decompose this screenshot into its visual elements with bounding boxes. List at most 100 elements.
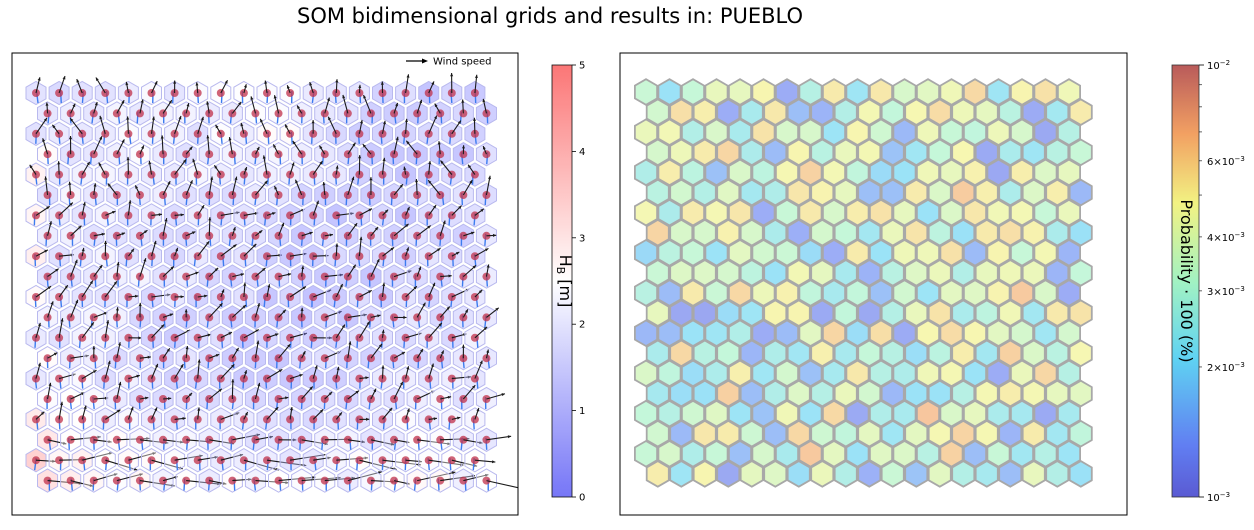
vector-arrow-head: [287, 273, 292, 276]
vector-arrow-head: [338, 311, 342, 314]
hex-cell: [763, 419, 788, 448]
vector-arrow-head: [377, 314, 381, 318]
vector-arrow-head: [89, 484, 94, 487]
vector-arrow-head: [383, 120, 386, 125]
hex-cell: [857, 259, 882, 287]
vector-arrow-head: [336, 366, 340, 371]
vector-arrow: [220, 211, 240, 216]
vector-arrow: [81, 280, 94, 298]
hex-cell: [739, 419, 764, 448]
vector-arrow: [186, 480, 221, 485]
hex-cell: [845, 118, 870, 147]
hex-cell: [974, 98, 999, 126]
hex-cell: [1021, 339, 1046, 368]
hex-cell: [939, 118, 964, 147]
hex-cell: [704, 118, 729, 147]
vector-arrow-head: [97, 435, 101, 439]
vector-arrow-head: [240, 273, 244, 277]
hex-cell: [669, 178, 694, 207]
vector-arrow-head: [81, 247, 85, 252]
vector-arrow-head: [215, 354, 220, 357]
vector-arrow-head: [368, 290, 372, 294]
vector-arrow-head: [153, 240, 157, 245]
vector-arrow-head: [431, 81, 435, 85]
vector-arrow-head: [488, 175, 491, 180]
vector-arrow-head: [390, 442, 395, 446]
hex-cell: [963, 279, 987, 307]
hex-cell: [963, 238, 987, 267]
hex-cell: [692, 218, 717, 247]
vector-arrow-head: [322, 182, 326, 186]
vector-arrow-head: [207, 333, 211, 337]
vector-arrow-head: [167, 181, 171, 185]
hex-cell: [892, 439, 917, 468]
hex-cell: [963, 359, 987, 388]
hex-cell: [892, 198, 917, 227]
hex-cell: [681, 118, 705, 147]
vector-arrow-head: [94, 102, 98, 106]
hex-cell: [833, 98, 858, 126]
hex-cell: [728, 439, 752, 468]
vector-arrow-head: [285, 124, 288, 128]
vector-arrow-head: [168, 397, 172, 401]
vector-arrow: [486, 435, 512, 441]
hex-cell: [951, 178, 976, 207]
hex-cell: [963, 198, 987, 227]
vector-arrow-head: [281, 222, 284, 227]
vector-arrow-head: [255, 329, 259, 333]
hex-cell: [1010, 439, 1034, 468]
vector-arrow-head: [272, 212, 276, 215]
hex-cell: [845, 359, 870, 388]
vector-arrow-head: [143, 258, 147, 262]
vector-arrow-head: [235, 347, 239, 352]
vector-arrow-head: [472, 385, 476, 389]
hex-cell: [939, 439, 964, 468]
vector-arrow-head: [138, 336, 142, 340]
vector-arrow-head: [457, 120, 461, 124]
hex-cell: [775, 399, 799, 428]
hex-cell: [1057, 238, 1081, 267]
vector-arrow-head: [46, 206, 50, 210]
vector-arrow-head: [189, 146, 193, 150]
vector-arrow-head: [369, 177, 373, 181]
vector-arrow-head: [278, 369, 283, 373]
hex-cell: [681, 78, 705, 106]
legend-label: Wind speed: [433, 57, 492, 68]
right-colorbar: 10−3 10−2 2×10−3 3×10−3 4×10−3 6×10−3 Probabi…: [1171, 59, 1245, 504]
hex-cell: [716, 98, 741, 126]
vector-arrow-head: [158, 213, 162, 217]
hex-cell: [669, 339, 694, 368]
vector-arrow-head: [292, 141, 296, 145]
vector-arrow-head: [113, 281, 117, 285]
hex-cell: [927, 98, 952, 126]
hex-cell: [880, 98, 905, 126]
hex-cell: [1033, 279, 1058, 307]
left-colorbar-label: HB [m]: [554, 255, 575, 308]
hex-cell: [1033, 198, 1058, 227]
vector-arrow-head: [382, 157, 386, 162]
hex-cell: [986, 359, 1011, 388]
hex-cell: [998, 419, 1023, 448]
vector-arrow-head: [206, 241, 210, 245]
vector-arrow-head: [400, 381, 403, 386]
vector-arrow-head: [215, 124, 219, 129]
vector-arrow-head: [180, 213, 184, 217]
hex-cell: [822, 359, 846, 388]
hex-cell: [716, 379, 741, 408]
hex-cell: [704, 439, 729, 468]
vector-arrow-head: [338, 412, 342, 416]
vector-arrow-head: [242, 305, 246, 309]
vector-arrow-head: [384, 209, 389, 213]
hex-cell: [669, 218, 694, 247]
vector-arrow: [220, 412, 240, 420]
vector-arrow: [370, 439, 395, 446]
vector-arrow-head: [432, 282, 435, 287]
vector-arrow-head: [472, 265, 476, 269]
hex-cell: [1033, 158, 1058, 187]
vector-arrow-head: [260, 118, 263, 123]
vector-arrow-head: [428, 161, 432, 165]
vector-arrow: [428, 115, 438, 135]
vector-arrow-head: [262, 267, 266, 272]
vector-arrow-head: [286, 85, 290, 89]
node-dot: [32, 252, 40, 261]
